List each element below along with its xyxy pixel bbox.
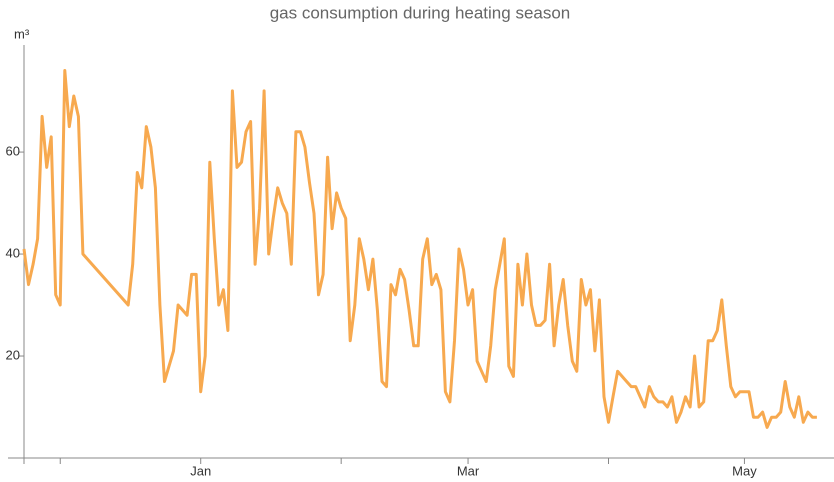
x-tick-label: May [732, 463, 757, 478]
y-tick-label: 20 [6, 347, 20, 362]
x-tick-label: Jan [190, 463, 211, 478]
x-tick-label: Mar [457, 463, 480, 478]
chart-title: gas consumption during heating season [270, 3, 571, 22]
data-line [22, 69, 817, 429]
y-tick-label: 40 [6, 245, 20, 260]
y-tick-label: 60 [6, 144, 20, 159]
y-axis-label: m³ [14, 26, 30, 41]
